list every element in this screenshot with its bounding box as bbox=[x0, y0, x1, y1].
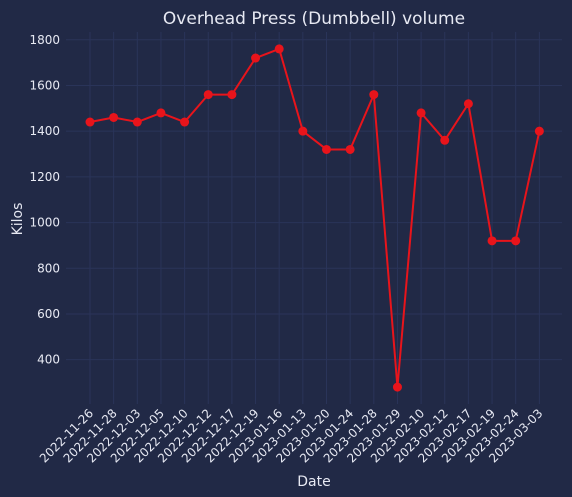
data-point bbox=[251, 53, 261, 63]
y-grid bbox=[66, 39, 562, 361]
x-axis-label: Date bbox=[297, 474, 330, 490]
data-point bbox=[345, 144, 355, 154]
y-tick-label: 1800 bbox=[29, 33, 60, 47]
y-tick-label: 800 bbox=[37, 261, 60, 275]
data-point bbox=[463, 99, 473, 109]
data-point bbox=[369, 90, 379, 100]
data-point bbox=[180, 117, 190, 127]
x-axis: 2022-11-262022-11-282022-12-032022-12-05… bbox=[37, 406, 546, 465]
data-point bbox=[487, 236, 497, 246]
chart-title: Overhead Press (Dumbbell) volume bbox=[163, 9, 465, 29]
data-point bbox=[274, 44, 284, 54]
data-point bbox=[109, 112, 119, 122]
y-tick-label: 1400 bbox=[29, 124, 60, 138]
data-point bbox=[85, 117, 95, 127]
data-point bbox=[298, 126, 308, 136]
y-axis: 400 600 800 1000 1200 1400 1600 1800 bbox=[29, 33, 60, 367]
y-tick-label: 1200 bbox=[29, 170, 60, 184]
data-point bbox=[227, 90, 237, 100]
x-grid bbox=[89, 32, 540, 404]
data-points bbox=[85, 44, 544, 392]
data-point bbox=[132, 117, 142, 127]
data-point bbox=[322, 144, 331, 154]
data-point bbox=[416, 108, 426, 118]
data-point bbox=[534, 126, 544, 136]
data-point bbox=[440, 135, 450, 145]
y-tick-label: 600 bbox=[37, 307, 60, 321]
y-tick-label: 1600 bbox=[29, 78, 60, 92]
data-point bbox=[511, 236, 521, 246]
y-tick-label: 1000 bbox=[29, 216, 60, 230]
y-tick-label: 400 bbox=[37, 353, 60, 367]
data-point bbox=[156, 108, 166, 118]
y-axis-label: Kilos bbox=[10, 203, 26, 236]
data-point bbox=[392, 382, 402, 392]
data-point bbox=[203, 90, 213, 100]
series-line bbox=[89, 47, 541, 389]
